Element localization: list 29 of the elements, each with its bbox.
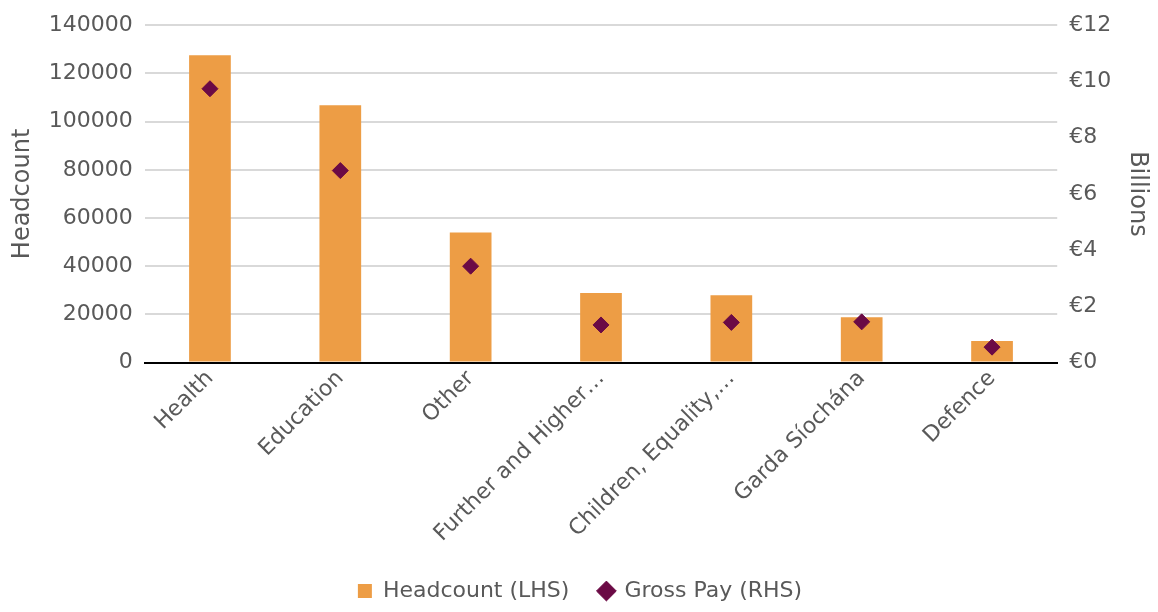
bar bbox=[840, 317, 883, 362]
y2-tick-label: €10 bbox=[1069, 67, 1112, 93]
y-tick-label: 140000 bbox=[48, 10, 133, 36]
y2-tick-label: €6 bbox=[1069, 179, 1098, 205]
bar bbox=[189, 55, 231, 362]
y-tick-label: 100000 bbox=[48, 107, 133, 133]
y-tick-label: 60000 bbox=[62, 203, 133, 229]
legend-label: Gross Pay (RHS) bbox=[624, 576, 803, 602]
legend-label: Headcount (LHS) bbox=[382, 576, 570, 602]
bar bbox=[710, 295, 753, 362]
y2-tick-label: €0 bbox=[1069, 348, 1098, 374]
point bbox=[462, 257, 480, 275]
y-tick-label: 120000 bbox=[48, 59, 133, 85]
y2-tick-label: €4 bbox=[1069, 235, 1098, 261]
y-tick-label: 40000 bbox=[62, 251, 133, 277]
point bbox=[331, 162, 349, 180]
y2-axis-title: Billions bbox=[1125, 151, 1154, 237]
bar bbox=[319, 105, 362, 362]
y2-tick-label: €12 bbox=[1069, 10, 1112, 36]
point bbox=[853, 313, 871, 331]
y-axis-title: Headcount bbox=[6, 128, 35, 260]
bar bbox=[580, 292, 622, 362]
y-tick-label: 0 bbox=[118, 348, 133, 374]
point bbox=[201, 80, 219, 98]
bar bbox=[449, 232, 492, 362]
y2-tick-label: €8 bbox=[1069, 123, 1098, 149]
y2-tick-label: €2 bbox=[1069, 292, 1098, 318]
y-tick-label: 80000 bbox=[62, 155, 133, 181]
y-tick-label: 20000 bbox=[62, 300, 133, 326]
